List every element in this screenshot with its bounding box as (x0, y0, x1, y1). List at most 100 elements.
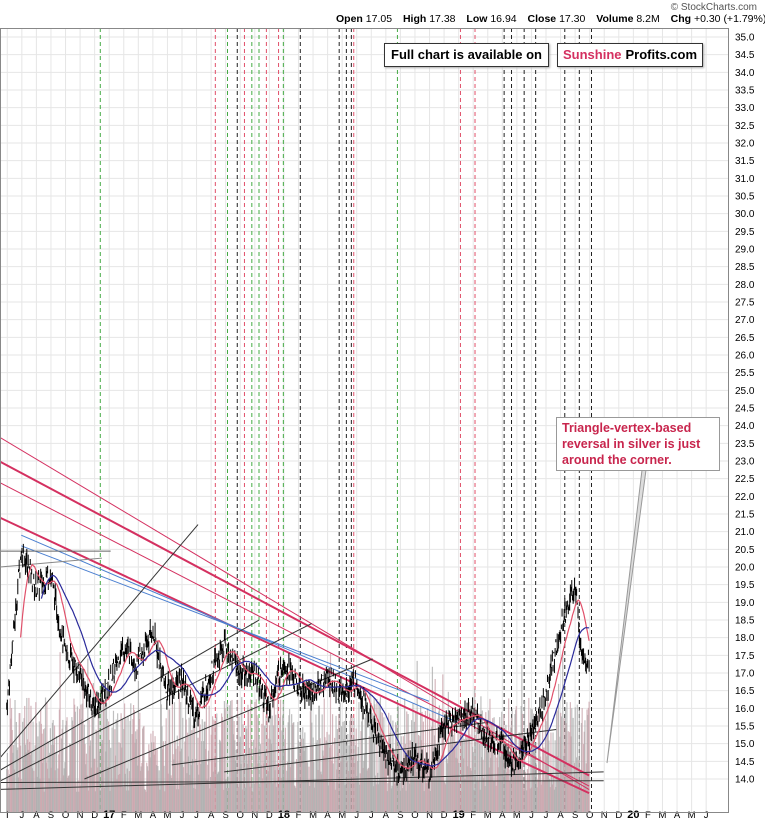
price-bars (6, 543, 590, 789)
x-tick-label: M (688, 810, 696, 821)
x-tick-label: S (572, 810, 578, 821)
open-label: Open (336, 13, 363, 25)
x-tick-label: 18 (278, 809, 290, 821)
x-tick-label: A (150, 810, 157, 821)
x-tick-label: 19 (453, 809, 465, 821)
annotation-pointer (606, 469, 647, 764)
x-axis: I J A S O N D 17 F M A M J J A S O N D 18 F M A M J J A S O N D 19 F M A M J… (6, 809, 709, 821)
y-tick-label: 31.0 (735, 174, 755, 185)
y-tick-label: 27.5 (735, 298, 755, 309)
brand-profits: Profits.com (625, 47, 698, 62)
x-tick-label: N (601, 810, 608, 821)
x-tick-label: D (615, 810, 622, 821)
trendline-fan (0, 524, 199, 759)
annotation-pointer-triangle (606, 469, 647, 764)
y-tick-label: 33.5 (735, 86, 755, 97)
moving-averages (20, 563, 590, 770)
y-tick-label: 23.5 (735, 439, 755, 450)
close-value: 17.30 (559, 13, 586, 25)
trendline-blue (21, 545, 430, 702)
y-tick-label: 33.0 (735, 103, 755, 114)
brand-sunshine: Sunshine (563, 47, 622, 62)
y-tick-label: 25.0 (735, 386, 755, 397)
x-tick-label: J (544, 810, 549, 821)
y-tick-label: 22.0 (735, 492, 755, 503)
close-label: Close (527, 13, 557, 25)
x-tick-label: A (499, 810, 506, 821)
trendline-black (0, 780, 604, 784)
x-tick-label: J (529, 810, 534, 821)
x-tick-label: O (586, 810, 593, 821)
x-tick-label: O (411, 810, 418, 821)
y-tick-label: 25.5 (735, 368, 755, 379)
y-tick-label: 18.5 (735, 616, 755, 627)
plot-frame (0, 28, 729, 813)
low-value: 16.94 (490, 13, 517, 25)
high-label: High (402, 13, 427, 25)
x-tick-label: A (33, 810, 40, 821)
x-tick-label: F (645, 810, 651, 821)
y-tick-label: 16.0 (735, 704, 755, 715)
y-tick-label: 30.0 (735, 209, 755, 220)
quote-header: Open 17.05 High 17.38 Low 16.94 Close 17… (336, 13, 765, 25)
low-label: Low (466, 13, 488, 25)
x-tick-label: A (383, 810, 390, 821)
y-tick-label: 19.5 (735, 580, 755, 591)
x-tick-label: O (237, 810, 244, 821)
credit-text: © StockCharts.com (670, 2, 757, 13)
y-tick-label: 14.0 (735, 775, 755, 786)
y-tick-label: 14.5 (735, 757, 755, 768)
x-tick-label: N (77, 810, 84, 821)
x-tick-label: D (441, 810, 448, 821)
x-tick-label: N (426, 810, 433, 821)
x-tick-label: S (397, 810, 403, 821)
x-tick-label: F (296, 810, 302, 821)
y-tick-label: 17.0 (735, 669, 755, 680)
trendline-fan (0, 623, 312, 782)
trendline-red (0, 516, 590, 795)
x-tick-label: M (134, 810, 142, 821)
y-tick-label: 34.0 (735, 68, 755, 79)
x-tick-label: J (369, 810, 374, 821)
x-tick-label: I (6, 810, 9, 821)
y-tick-label: 20.5 (735, 545, 755, 556)
x-tick-label: F (121, 810, 127, 821)
y-tick-label: 20.0 (735, 563, 755, 574)
y-tick-label: 23.0 (735, 457, 755, 468)
x-tick-label: M (163, 810, 171, 821)
trendline-red (0, 460, 590, 777)
y-tick-label: 24.5 (735, 404, 755, 415)
y-axis: 14.0 14.5 15.0 15.5 16.0 16.5 17.0 17.5 18.0 18.5… (735, 33, 755, 786)
x-tick-label: S (48, 810, 54, 821)
y-tick-label: 16.5 (735, 686, 755, 697)
trendline-horizontal (0, 557, 102, 568)
y-tick-label: 15.5 (735, 722, 755, 733)
ma-50-line (40, 574, 590, 767)
volume-value: 8.2M (636, 13, 660, 25)
x-tick-label: S (223, 810, 229, 821)
open-value: 17.05 (365, 13, 393, 25)
y-tick-label: 18.0 (735, 633, 755, 644)
x-tick-label: A (674, 810, 681, 821)
x-tick-label: O (62, 810, 69, 821)
y-tick-label: 27.0 (735, 315, 755, 326)
x-tick-label: J (704, 810, 709, 821)
high-value: 17.38 (429, 13, 456, 25)
x-tick-label: J (19, 810, 24, 821)
x-tick-label: F (470, 810, 476, 821)
x-tick-label: A (557, 810, 564, 821)
trendline-fan (171, 721, 487, 766)
x-tick-label: J (194, 810, 199, 821)
y-tick-label: 24.0 (735, 421, 755, 432)
y-tick-label: 22.5 (735, 474, 755, 485)
x-tick-label: D (266, 810, 273, 821)
y-tick-label: 29.0 (735, 245, 755, 256)
brand-banner[interactable]: Sunshine Profits.com (557, 43, 704, 67)
x-tick-label: A (208, 810, 215, 821)
full-chart-banner: Full chart is available on (384, 43, 549, 67)
x-tick-label: M (338, 810, 346, 821)
ma-20-line (20, 563, 590, 770)
x-tick-label: A (324, 810, 331, 821)
y-tick-label: 35.0 (735, 33, 755, 44)
